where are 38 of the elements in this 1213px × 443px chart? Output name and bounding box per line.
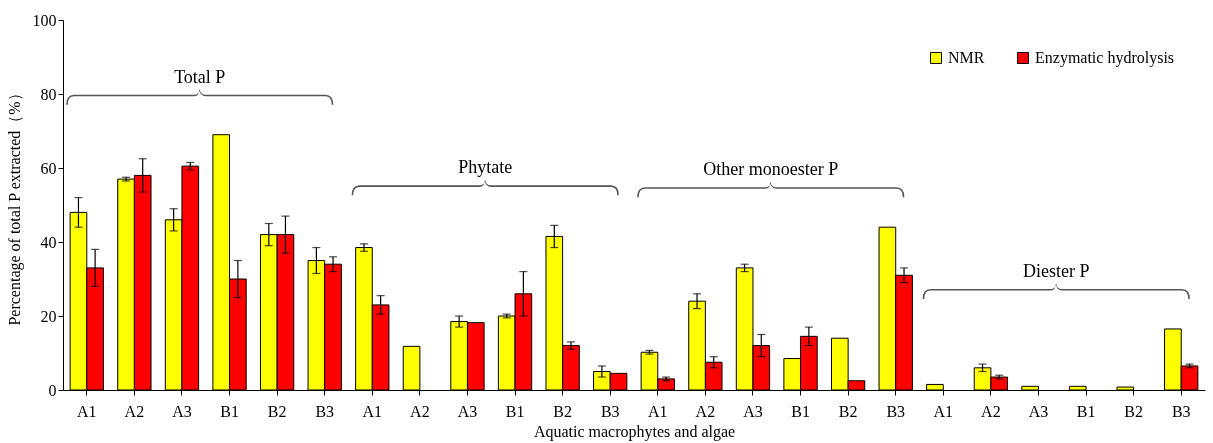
x-tick-label: B1 — [1076, 402, 1096, 420]
x-tick-label: A2 — [981, 402, 1001, 420]
x-tick-label: A2 — [124, 402, 145, 420]
x-tick-label: B1 — [505, 402, 525, 420]
x-tick-label: B2 — [838, 402, 858, 420]
x-tick-label: B2 — [553, 402, 572, 420]
x-tick-label: B2 — [267, 402, 287, 420]
y-axis-title: Percentage of total P extracted（%） — [5, 85, 24, 326]
y-tick-label: 80 — [40, 85, 57, 103]
x-tick-label: A3 — [743, 402, 763, 420]
x-tick-label: A3 — [1028, 402, 1049, 420]
x-tick-label: B3 — [600, 402, 620, 420]
y-tick-label: 0 — [48, 381, 57, 399]
legend-label: NMR — [948, 49, 985, 66]
x-tick-label: B3 — [886, 402, 906, 420]
annotation: Phytate — [458, 157, 513, 178]
y-tick-label: 100 — [32, 11, 57, 29]
y-tick-label: 60 — [40, 159, 57, 177]
x-tick-label: B1 — [791, 402, 810, 420]
y-tick-label: 40 — [40, 233, 57, 251]
x-tick-label: B3 — [1171, 402, 1191, 420]
x-axis-title: Aquatic macrophytes and algae — [533, 422, 736, 441]
x-tick-label: A1 — [648, 402, 668, 420]
x-tick-label: A2 — [695, 402, 716, 420]
annotation: Diester P — [1023, 260, 1090, 281]
x-tick-label: A3 — [172, 402, 192, 420]
annotation: Total P — [174, 66, 226, 87]
x-tick-label: B2 — [1124, 402, 1143, 420]
x-tick-label: A3 — [457, 402, 478, 420]
annotation: Other monoester P — [703, 159, 839, 180]
x-tick-label: A1 — [77, 402, 97, 420]
x-tick-label: A1 — [933, 402, 954, 420]
x-tick-label: A2 — [410, 402, 430, 420]
x-tick-label: A1 — [362, 402, 383, 420]
x-tick-label: B1 — [220, 402, 239, 420]
y-tick-label: 20 — [40, 307, 57, 325]
legend-label: Enzymatic hydrolysis — [1035, 49, 1175, 67]
x-tick-label: B3 — [315, 402, 335, 420]
